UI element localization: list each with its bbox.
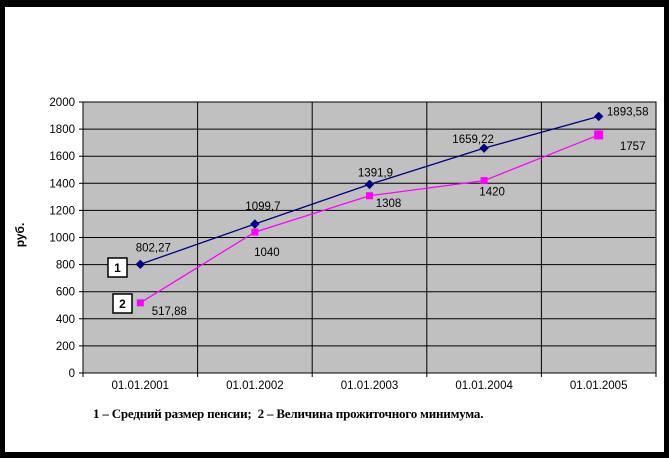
data-point-marker [251, 228, 259, 236]
data-point-marker [135, 259, 146, 269]
data-point-marker [480, 177, 488, 185]
data-point-marker [594, 130, 604, 140]
data-label: 517,88 [152, 306, 187, 318]
data-label: 1893,58 [607, 106, 649, 118]
data-point-marker [364, 179, 375, 190]
y-axis-tick-label: 200 [56, 341, 75, 353]
series-1: 802,27 1099,7 1391,9 1659,22 1893,58 [135, 106, 649, 269]
y-axis-tick-label: 0 [69, 368, 75, 380]
data-label: 1659,22 [452, 134, 494, 146]
y-axis-tick-label: 400 [56, 314, 75, 326]
data-point-marker [250, 219, 260, 229]
legend-callout-2: 2 [112, 293, 133, 314]
y-axis-tick-label: 1000 [49, 233, 75, 245]
x-axis-tick-label: 01.01.2003 [341, 380, 399, 392]
series-2: 517,88 1040 1308 1420 1757 [136, 130, 646, 318]
y-axis-tick-label: 1600 [49, 151, 75, 163]
y-axis-tick-label: 2000 [49, 97, 75, 109]
chart-caption: 1 – Средний размер пенсии; 2 – Величина … [93, 406, 484, 421]
y-axis-tick-label: 1800 [49, 124, 75, 136]
gridlines [83, 102, 656, 373]
y-axis-tick-label: 800 [56, 260, 75, 272]
data-label: 1420 [479, 187, 505, 199]
legend-callout-1: 1 [107, 257, 128, 278]
data-label: 1099,7 [245, 201, 280, 213]
axis-ticks [79, 101, 657, 377]
y-axis-tick-label: 1200 [49, 205, 75, 217]
y-axis-tick-label: 1400 [49, 178, 75, 190]
data-label: 1757 [620, 141, 646, 153]
data-point-marker [136, 299, 144, 307]
data-label: 1308 [376, 198, 402, 210]
x-axis-tick-label: 01.01.2001 [112, 380, 170, 392]
data-point-marker [366, 192, 373, 200]
legend-callout-box [112, 293, 133, 314]
y-axis-tick-label: 600 [56, 287, 75, 299]
x-axis-tick-label: 01.01.2002 [226, 380, 284, 392]
data-label: 802,27 [136, 242, 171, 254]
y-axis-tick-labels: 0 200 400 600 800 1000 1200 1400 1600 1800 2000 [49, 97, 75, 380]
data-point-marker [593, 111, 604, 122]
data-label: 1391,9 [358, 167, 393, 179]
x-axis-tick-label: 01.01.2005 [570, 380, 628, 392]
legend-callout-label: 2 [119, 297, 126, 311]
chart-canvas: руб. 0 200 400 600 800 1000 1200 1400 1600 1800 20… [5, 7, 664, 452]
data-point-marker [479, 143, 489, 153]
legend-callout-box [107, 257, 128, 278]
data-label: 1040 [254, 247, 280, 259]
x-axis-tick-label: 01.01.2004 [455, 380, 513, 392]
x-axis-tick-labels: 01.01.2001 01.01.2002 01.01.2003 01.01.2004… [112, 380, 628, 392]
line-chart: 0 200 400 600 800 1000 1200 1400 1600 1800 2000 01.… [49, 97, 657, 392]
legend-callout-label: 1 [114, 261, 121, 275]
